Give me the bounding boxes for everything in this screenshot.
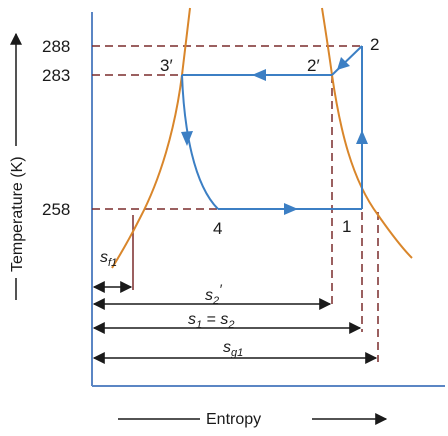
- arrow-condensation: [252, 69, 266, 81]
- y-tick-288: 288: [42, 37, 70, 56]
- arrow-compression: [356, 130, 368, 144]
- dim-label-s1-s2: s1 = s2: [188, 311, 234, 331]
- arrow-evaporation: [284, 203, 298, 215]
- point-label-4: 4: [213, 219, 222, 238]
- y-axis-title: Temperature (K): [9, 156, 26, 272]
- expansion-curve-3p-4: [181, 74, 219, 210]
- dim-label-sf1: sf1: [100, 249, 117, 269]
- y-tick-258: 258: [42, 200, 70, 219]
- point-label-1: 1: [342, 217, 351, 236]
- arrow-desuperheat: [337, 57, 350, 70]
- arrow-expansion: [181, 131, 193, 146]
- saturated-liquid-curve: [111, 7, 191, 269]
- saturated-vapour-curve: [321, 7, 413, 259]
- point-label-2-prime: 2′: [307, 56, 320, 75]
- y-tick-283: 283: [42, 66, 70, 85]
- dim-label-sg1: sg1: [223, 339, 243, 359]
- point-label-3-prime: 3′: [160, 56, 173, 75]
- point-label-2: 2: [370, 35, 379, 54]
- dim-label-s2p: s2′: [205, 281, 223, 307]
- desuperheat-line-2-2p: [331, 45, 363, 76]
- x-axis-title: Entropy: [206, 411, 261, 428]
